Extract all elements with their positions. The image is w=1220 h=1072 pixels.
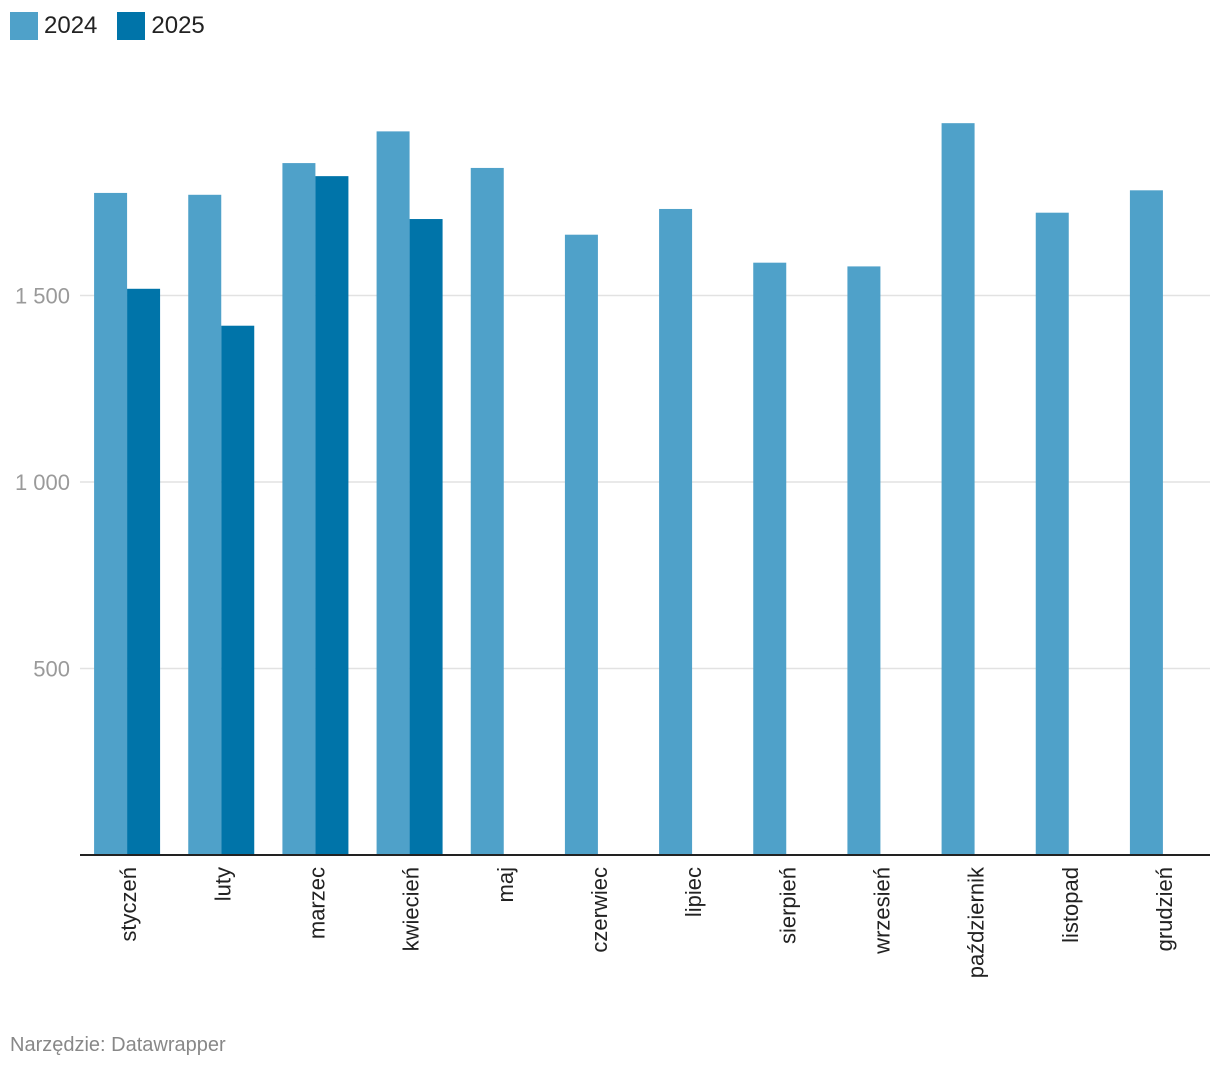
bar-2024-październik bbox=[941, 123, 975, 855]
bar-2024-marzec bbox=[282, 163, 316, 855]
bar-2024-listopad bbox=[1035, 212, 1069, 856]
x-tick-label: marzec bbox=[304, 867, 329, 939]
x-tick-label: sierpień bbox=[775, 867, 800, 944]
bar-2025-marzec bbox=[315, 176, 349, 855]
y-tick-label: 1 000 bbox=[15, 470, 70, 495]
bar-2025-luty bbox=[221, 325, 255, 855]
y-tick-label: 1 500 bbox=[15, 284, 70, 309]
legend-item-2024: 2024 bbox=[10, 12, 97, 40]
bar-chart: 500 1 000 1 500 styczeń luty marzec kwiecień ma… bbox=[15, 123, 1210, 978]
x-tick-label: grudzień bbox=[1152, 867, 1177, 951]
x-tick-label: czerwiec bbox=[587, 867, 612, 953]
bar-2024-grudzień bbox=[1129, 190, 1163, 856]
legend: 2024 2025 bbox=[10, 12, 225, 40]
legend-label-2025: 2025 bbox=[151, 12, 205, 39]
bar-2024-styczeń bbox=[94, 192, 128, 856]
x-tick-label: listopad bbox=[1058, 867, 1083, 943]
y-tick-label: 500 bbox=[33, 657, 70, 682]
x-tick-label: styczeń bbox=[116, 867, 141, 942]
bar-2024-maj bbox=[470, 167, 504, 855]
bar-2025-kwiecień bbox=[409, 219, 443, 855]
x-tick-label: maj bbox=[493, 867, 518, 902]
bar-2024-kwiecień bbox=[376, 131, 410, 855]
bar-2024-wrzesień bbox=[847, 266, 881, 855]
legend-label-2024: 2024 bbox=[44, 12, 98, 39]
legend-item-2025: 2025 bbox=[117, 12, 205, 40]
x-tick-label: październik bbox=[964, 866, 989, 978]
bar-2025-styczeń bbox=[127, 288, 161, 855]
bar-2024-czerwiec bbox=[564, 234, 598, 856]
legend-swatch-2024 bbox=[10, 12, 38, 40]
legend-swatch-2025 bbox=[117, 12, 146, 40]
bar-2024-sierpień bbox=[753, 262, 787, 855]
bar-2024-luty bbox=[188, 194, 222, 856]
source-note: Narzędzie: Datawrapper bbox=[10, 1034, 226, 1056]
bar-2024-lipiec bbox=[659, 208, 693, 856]
x-tick-label: luty bbox=[210, 867, 235, 901]
x-tick-label: wrzesień bbox=[869, 867, 894, 955]
x-tick-label: kwiecień bbox=[399, 867, 424, 951]
x-tick-label: lipiec bbox=[681, 867, 706, 917]
